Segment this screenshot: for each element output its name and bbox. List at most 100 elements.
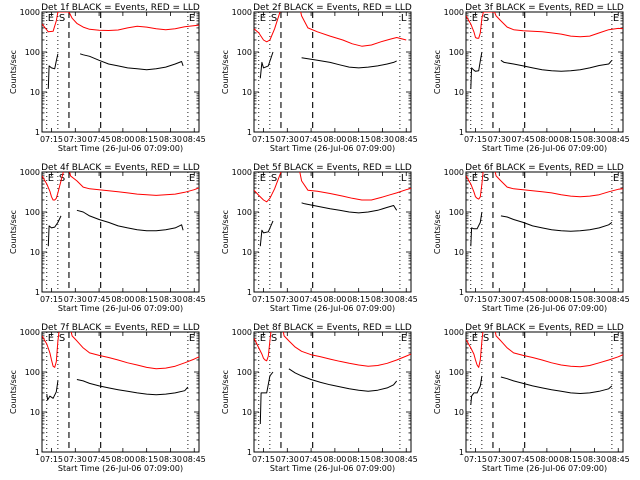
panel-title: Det 4f BLACK = Events, RED = LLD	[41, 163, 200, 173]
plot-frame	[253, 11, 412, 133]
plot-frame	[465, 331, 624, 453]
marker-label: E	[48, 13, 54, 24]
x-tick-label: 08:00	[535, 295, 558, 304]
x-axis-label: Start Time (26-Jul-06 07:09:00)	[58, 144, 183, 153]
lld-series-line	[254, 172, 411, 203]
detector-panel: Det 8f BLACK = Events, RED = LLD 1 10 100 10…	[221, 323, 418, 473]
y-tick-label: 100	[237, 48, 252, 57]
panel-title: Det 1f BLACK = Events, RED = LLD	[41, 3, 200, 13]
x-tick-label: 08:30	[159, 295, 182, 304]
x-axis-label: Start Time (26-Jul-06 07:09:00)	[482, 304, 607, 313]
lld-series-line	[42, 12, 199, 33]
marker-label: S	[59, 333, 65, 344]
x-tick-label: 07:45	[512, 295, 535, 304]
x-tick-label: 08:15	[347, 135, 370, 144]
x-tick-label: 07:30	[488, 135, 511, 144]
x-axis-label: Start Time (26-Jul-06 07:09:00)	[270, 144, 395, 153]
y-tick-label: 1000	[444, 8, 464, 17]
y-tick-label: 1000	[232, 328, 252, 337]
y-tick-label: 100	[25, 48, 40, 57]
marker-label: E	[613, 333, 619, 344]
x-axis-label: Start Time (26-Jul-06 07:09:00)	[482, 464, 607, 473]
y-tick-label: 1	[459, 128, 464, 137]
y-tick-label: 10	[454, 88, 464, 97]
y-tick-label: 100	[237, 368, 252, 377]
x-tick-label: 08:15	[347, 295, 370, 304]
plot-frame	[253, 171, 412, 293]
x-tick-label: 08:30	[371, 135, 394, 144]
detector-panel: Det 5f BLACK = Events, RED = LLD 1 10 100 10…	[221, 163, 418, 313]
y-tick-label: 100	[449, 208, 464, 217]
marker-label: S	[271, 333, 277, 344]
panel-title: Det 8f BLACK = Events, RED = LLD	[253, 323, 412, 333]
x-tick-label: 08:45	[183, 135, 206, 144]
x-tick-label: 07:30	[488, 455, 511, 464]
y-axis-label: Counts/sec	[9, 50, 18, 94]
y-axis-label: Counts/sec	[9, 210, 18, 254]
x-tick-label: 07:30	[64, 135, 87, 144]
x-tick-label: 07:15	[40, 135, 63, 144]
x-tick-label: 08:30	[159, 135, 182, 144]
x-tick-label: 08:00	[111, 135, 134, 144]
x-tick-label: 08:15	[559, 135, 582, 144]
marker-label: E	[189, 333, 195, 344]
marker-label: S	[483, 13, 489, 24]
y-tick-label: 1	[247, 128, 252, 137]
y-tick-label: 1000	[444, 328, 464, 337]
y-axis-label: Counts/sec	[433, 370, 442, 414]
x-tick-label: 08:15	[135, 135, 158, 144]
lld-series-line	[466, 332, 623, 368]
y-tick-label: 1	[247, 288, 252, 297]
lld-series-line	[42, 332, 199, 370]
x-tick-label: 08:30	[371, 455, 394, 464]
marker-label: E	[472, 13, 478, 24]
panel-title: Det 9f BLACK = Events, RED = LLD	[465, 323, 624, 333]
x-tick-label: 07:45	[88, 295, 111, 304]
x-tick-label: 07:15	[252, 455, 275, 464]
events-series-line	[47, 209, 184, 247]
x-tick-label: 08:00	[111, 295, 134, 304]
marker-label: E	[189, 13, 195, 24]
x-tick-label: 08:00	[323, 295, 346, 304]
x-tick-label: 08:45	[395, 135, 418, 144]
plot-frame	[465, 11, 624, 133]
x-tick-label: 07:45	[300, 455, 323, 464]
marker-label: E	[260, 333, 266, 344]
marker-label: E	[472, 333, 478, 344]
events-series-line	[470, 51, 613, 89]
marker-label: E	[260, 13, 266, 24]
marker-label: E	[613, 13, 619, 24]
x-tick-label: 08:15	[135, 455, 158, 464]
y-tick-label: 1000	[444, 168, 464, 177]
y-tick-label: 1000	[20, 168, 40, 177]
x-axis-label: Start Time (26-Jul-06 07:09:00)	[482, 144, 607, 153]
x-axis-label: Start Time (26-Jul-06 07:09:00)	[58, 304, 183, 313]
lld-series-line	[254, 12, 407, 47]
y-axis-label: Counts/sec	[433, 210, 442, 254]
events-series-line	[470, 211, 613, 247]
events-series-line	[47, 53, 184, 89]
x-tick-label: 08:00	[535, 135, 558, 144]
detector-panel: Det 3f BLACK = Events, RED = LLD 1 10 100 10…	[433, 3, 630, 153]
marker-label: E	[189, 173, 195, 184]
detector-panel: Det 2f BLACK = Events, RED = LLD 1 10 100 10…	[221, 3, 418, 153]
x-tick-label: 08:15	[559, 455, 582, 464]
y-tick-label: 1	[35, 288, 40, 297]
y-tick-label: 100	[25, 208, 40, 217]
x-tick-label: 08:15	[559, 295, 582, 304]
x-tick-label: 07:15	[464, 135, 487, 144]
x-tick-label: 07:15	[464, 295, 487, 304]
plot-frame	[41, 331, 200, 453]
detector-panel: Det 9f BLACK = Events, RED = LLD 1 10 100 10…	[433, 323, 630, 473]
x-tick-label: 07:15	[40, 455, 63, 464]
events-series-line	[259, 51, 397, 79]
marker-label: E	[401, 333, 407, 344]
x-axis-label: Start Time (26-Jul-06 07:09:00)	[270, 464, 395, 473]
lld-series-line	[42, 172, 199, 201]
detector-panel: Det 6f BLACK = Events, RED = LLD 1 10 100 10…	[433, 163, 630, 313]
lld-series-line	[254, 332, 411, 367]
y-tick-label: 1000	[232, 168, 252, 177]
y-axis-label: Counts/sec	[221, 370, 230, 414]
x-tick-label: 08:45	[607, 295, 630, 304]
